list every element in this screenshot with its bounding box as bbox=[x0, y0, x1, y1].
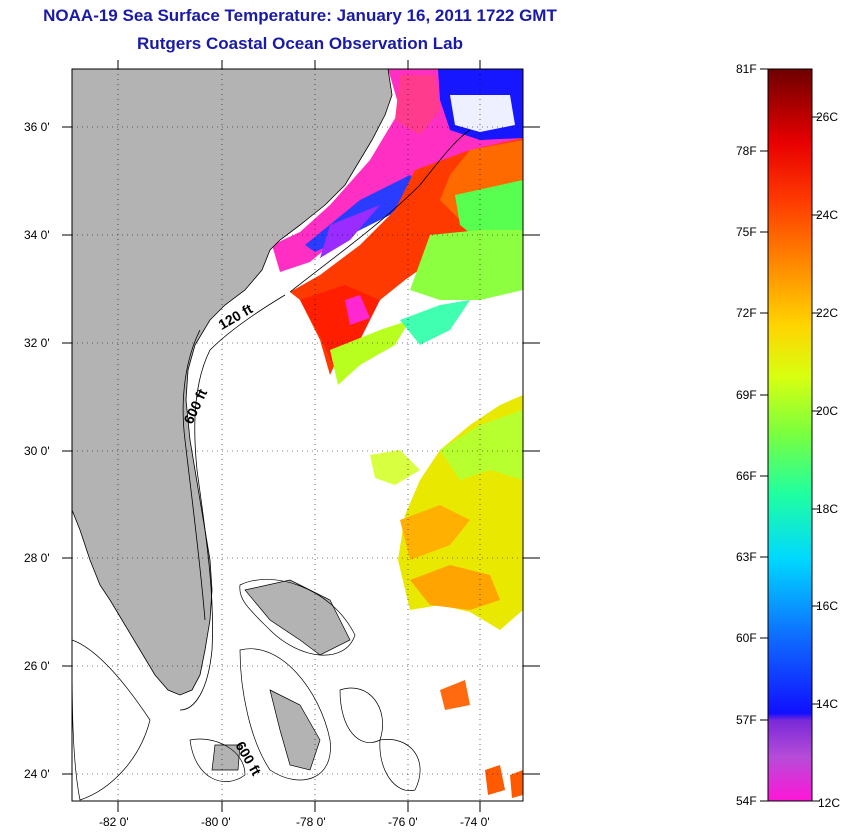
lat-label: 30 0' bbox=[24, 444, 50, 458]
colorbar-c-label: 18C bbox=[816, 502, 839, 516]
sst-swath-north bbox=[272, 69, 523, 385]
colorbar-f-label: 57F bbox=[736, 713, 757, 727]
lat-label: 26 0' bbox=[24, 659, 50, 673]
colorbar-c-label: 26C bbox=[816, 110, 839, 124]
colorbar-f-label: 81F bbox=[736, 62, 757, 76]
colorbar-f-label: 78F bbox=[736, 144, 757, 158]
colorbar-ticks bbox=[760, 68, 820, 802]
map-title: NOAA-19 Sea Surface Temperature: January… bbox=[43, 6, 557, 25]
colorbar-c-label: 16C bbox=[816, 599, 839, 613]
lat-label: 32 0' bbox=[24, 336, 50, 350]
colorbar-c-label: 14C bbox=[816, 697, 839, 711]
us-land bbox=[72, 69, 393, 696]
colorbar-c-label: 20C bbox=[816, 404, 839, 418]
lon-label: -76 0' bbox=[388, 815, 418, 829]
colorbar-f-label: 54F bbox=[736, 794, 757, 808]
colorbar-f-label: 69F bbox=[736, 388, 757, 402]
lat-label: 28 0' bbox=[24, 551, 50, 565]
bahamas-outlines bbox=[72, 579, 421, 801]
graticule bbox=[72, 69, 523, 801]
colorbar-f-label: 63F bbox=[736, 550, 757, 564]
sst-swath-south bbox=[370, 395, 523, 798]
lon-label: -82 0' bbox=[99, 815, 129, 829]
colorbar-f-label: 66F bbox=[736, 469, 757, 483]
isobaths bbox=[179, 129, 471, 711]
lon-label: -78 0' bbox=[296, 815, 326, 829]
map-frame bbox=[71, 68, 524, 802]
colorbar-f-label: 75F bbox=[736, 225, 757, 239]
lat-label: 34 0' bbox=[24, 228, 50, 242]
lon-label: -74 0' bbox=[460, 815, 490, 829]
colorbar-c-label: 12C bbox=[818, 796, 841, 810]
map-subtitle: Rutgers Coastal Ocean Observation Lab bbox=[137, 34, 463, 53]
colorbar-f-label: 72F bbox=[736, 306, 757, 320]
lon-label: -80 0' bbox=[201, 815, 231, 829]
colorbar-c-label: 22C bbox=[816, 306, 839, 320]
colorbar-f-label: 60F bbox=[736, 631, 757, 645]
lat-label: 24 0' bbox=[24, 767, 50, 781]
lat-label: 36 0' bbox=[24, 120, 50, 134]
colorbar-c-label: 24C bbox=[816, 208, 839, 222]
map-ticks bbox=[62, 60, 540, 812]
colorbar bbox=[767, 68, 813, 802]
